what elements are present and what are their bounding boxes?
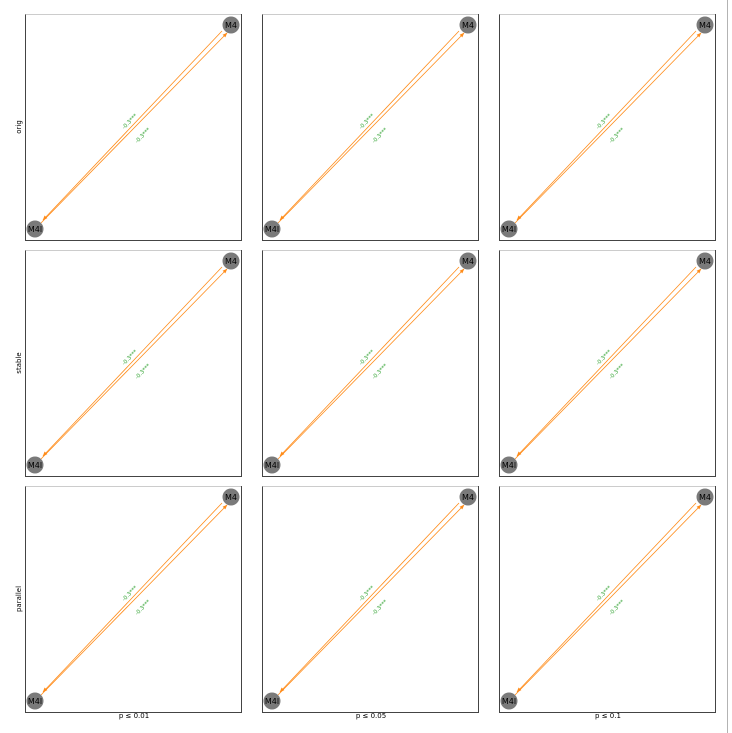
node-m4l: M4l <box>263 220 281 238</box>
svg-text:M4: M4 <box>462 21 474 30</box>
edge-label-bottom-to-top: -0.3*** <box>604 359 628 383</box>
edge-bottom-to-top <box>277 268 465 460</box>
node-m4: M4 <box>696 16 714 34</box>
edge-top-to-bottom <box>516 266 697 457</box>
svg-text:M4: M4 <box>225 257 237 266</box>
edge-label-bottom-to-top: -0.3*** <box>367 123 391 147</box>
node-m4l: M4l <box>26 456 44 474</box>
node-m4: M4 <box>222 488 240 506</box>
svg-text:M4: M4 <box>225 21 237 30</box>
node-m4: M4 <box>459 16 477 34</box>
node-m4l: M4l <box>500 220 518 238</box>
edge-bottom-to-top <box>40 504 228 696</box>
edge-top-to-bottom <box>279 502 460 693</box>
panel-border <box>499 486 716 713</box>
node-m4: M4 <box>459 252 477 270</box>
panel-border <box>262 250 479 477</box>
edge-label-bottom-to-top: -0.3*** <box>130 595 154 619</box>
node-m4: M4 <box>222 16 240 34</box>
edge-label-bottom-to-top: -0.3*** <box>604 595 628 619</box>
edge-top-to-bottom <box>516 30 697 221</box>
node-m4: M4 <box>696 252 714 270</box>
svg-text:M4l: M4l <box>265 697 279 706</box>
edge-bottom-to-top <box>514 32 702 224</box>
edge-top-to-bottom <box>279 30 460 221</box>
node-m4l: M4l <box>263 456 281 474</box>
right-divider <box>727 0 728 733</box>
edge-label-bottom-to-top: -0.3*** <box>130 359 154 383</box>
svg-text:M4l: M4l <box>28 461 42 470</box>
node-m4l: M4l <box>263 692 281 710</box>
svg-text:M4: M4 <box>462 257 474 266</box>
svg-text:M4: M4 <box>699 21 711 30</box>
node-m4: M4 <box>696 488 714 506</box>
node-m4l: M4l <box>500 692 518 710</box>
node-m4: M4 <box>222 252 240 270</box>
svg-text:M4l: M4l <box>265 461 279 470</box>
svg-text:M4: M4 <box>699 257 711 266</box>
edge-bottom-to-top <box>277 32 465 224</box>
node-m4l: M4l <box>500 456 518 474</box>
panel-border <box>25 250 242 477</box>
svg-text:M4: M4 <box>462 493 474 502</box>
edge-bottom-to-top <box>514 504 702 696</box>
panel-border <box>499 250 716 477</box>
panel-border <box>25 14 242 241</box>
edge-top-to-bottom <box>516 502 697 693</box>
edge-label-bottom-to-top: -0.3*** <box>367 595 391 619</box>
edge-label-bottom-to-top: -0.3*** <box>367 359 391 383</box>
edge-bottom-to-top <box>514 268 702 460</box>
edge-top-to-bottom <box>42 502 223 693</box>
svg-text:M4l: M4l <box>502 697 516 706</box>
edge-label-bottom-to-top: -0.3*** <box>604 123 628 147</box>
edge-label-bottom-to-top: -0.3*** <box>130 123 154 147</box>
row-label-orig: orig <box>15 120 23 134</box>
col-label-p001: p ≤ 0.01 <box>118 712 150 720</box>
edge-bottom-to-top <box>277 504 465 696</box>
svg-text:M4: M4 <box>225 493 237 502</box>
row-label-parallel: parallel <box>15 585 23 613</box>
svg-text:M4l: M4l <box>502 461 516 470</box>
node-m4l: M4l <box>26 220 44 238</box>
edge-top-to-bottom <box>279 266 460 457</box>
panel-border <box>499 14 716 241</box>
node-m4: M4 <box>459 488 477 506</box>
node-m4l: M4l <box>26 692 44 710</box>
panel-border <box>262 486 479 713</box>
svg-text:M4l: M4l <box>502 225 516 234</box>
edge-bottom-to-top <box>40 268 228 460</box>
edge-bottom-to-top <box>40 32 228 224</box>
edge-top-to-bottom <box>42 30 223 221</box>
svg-text:M4: M4 <box>699 493 711 502</box>
col-label-p01: p ≤ 0.1 <box>595 712 621 720</box>
panel-border <box>25 486 242 713</box>
col-label-p005: p ≤ 0.05 <box>355 712 387 720</box>
svg-text:M4l: M4l <box>265 225 279 234</box>
row-label-stable: stable <box>15 352 23 374</box>
edge-top-to-bottom <box>42 266 223 457</box>
panel-border <box>262 14 479 241</box>
svg-text:M4l: M4l <box>28 697 42 706</box>
svg-text:M4l: M4l <box>28 225 42 234</box>
